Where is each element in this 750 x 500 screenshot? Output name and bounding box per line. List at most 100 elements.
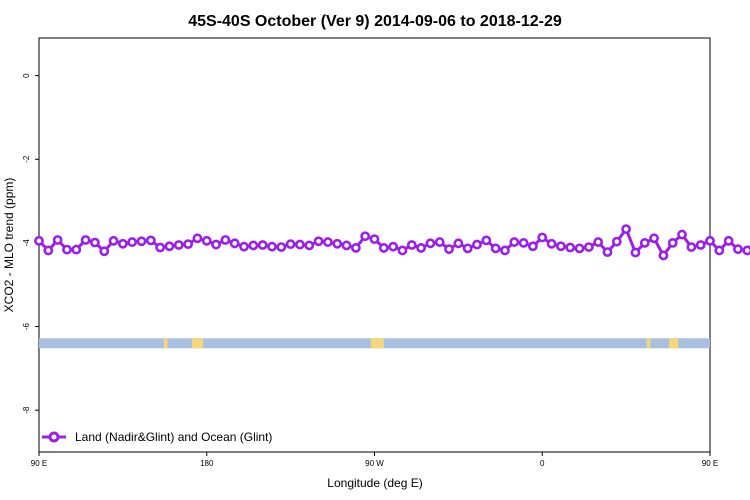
- data-point: [416, 243, 426, 253]
- data-point: [742, 245, 750, 256]
- legend: Land (Nadir&Glint) and Ocean (Glint): [42, 430, 272, 444]
- data-point: [602, 247, 613, 258]
- land-segment: [370, 338, 384, 349]
- data-point: [71, 244, 82, 255]
- data-point: [453, 238, 464, 249]
- data-point: [462, 243, 473, 254]
- data-point: [99, 246, 110, 257]
- data-point: [490, 243, 501, 254]
- data-point: [481, 235, 492, 246]
- data-point: [192, 233, 203, 244]
- x-axis-ticks: 90 E 180 90 W 0 90 E: [31, 452, 718, 468]
- data-point: [229, 238, 240, 249]
- series-layer: [34, 224, 750, 261]
- data-point: [378, 243, 389, 253]
- data-point: [472, 239, 482, 250]
- x-tick-label: 90 E: [31, 459, 47, 468]
- x-tick-label: 0: [540, 459, 545, 468]
- data-point: [658, 250, 669, 261]
- legend-series-label: Land (Nadir&Glint) and Ocean (Glint): [75, 430, 272, 444]
- data-point: [723, 235, 734, 246]
- data-point: [267, 241, 277, 252]
- y-tick-label: -6: [22, 322, 31, 330]
- data-point: [406, 240, 417, 250]
- data-point: [173, 240, 184, 250]
- data-point: [444, 244, 454, 255]
- data-point: [425, 238, 436, 249]
- data-point: [52, 235, 63, 245]
- x-tick-label: 90 W: [365, 459, 384, 468]
- data-point: [639, 238, 650, 248]
- data-point: [360, 231, 371, 242]
- y-tick-label: -2: [22, 155, 31, 163]
- data-point: [117, 238, 128, 249]
- data-point: [677, 229, 687, 240]
- data-point: [304, 240, 315, 251]
- data-point: [34, 235, 44, 246]
- y-axis-label: XCO2 - MLO trend (ppm): [2, 178, 16, 313]
- data-point: [714, 245, 725, 256]
- data-point: [183, 239, 194, 250]
- data-point: [90, 237, 100, 248]
- legend-marker-swatch: [48, 431, 60, 443]
- data-point: [136, 236, 147, 247]
- data-point: [667, 238, 678, 248]
- data-point: [211, 239, 221, 250]
- data-point: [649, 233, 659, 244]
- data-point: [369, 234, 380, 245]
- data-point: [388, 241, 399, 252]
- land-segment: [191, 338, 204, 349]
- x-tick-label: 90 E: [702, 459, 718, 468]
- data-point: [705, 235, 715, 246]
- chart-title: 45S-40S October (Ver 9) 2014-09-06 to 20…: [188, 13, 562, 30]
- data-point: [239, 241, 249, 252]
- data-point: [62, 244, 72, 255]
- data-point: [528, 241, 538, 252]
- data-point: [145, 235, 156, 246]
- data-point: [295, 239, 305, 250]
- data-point: [313, 236, 324, 247]
- land-segment: [646, 338, 651, 349]
- land-segment: [668, 338, 679, 349]
- data-point: [574, 243, 585, 254]
- data-point: [397, 245, 408, 256]
- data-point: [285, 239, 296, 250]
- data-point: [322, 237, 333, 247]
- data-point: [108, 235, 119, 246]
- data-point: [248, 240, 259, 251]
- data-point: [164, 241, 175, 252]
- data-point: [733, 244, 743, 255]
- land-ocean-mask: [39, 338, 710, 349]
- data-point: [500, 245, 510, 256]
- data-point: [686, 242, 697, 252]
- data-point: [220, 235, 231, 245]
- data-point: [257, 240, 268, 250]
- y-tick-label: -4: [22, 239, 31, 247]
- y-tick-label: -8: [22, 406, 31, 414]
- x-tick-label: 180: [200, 459, 214, 468]
- data-point: [127, 237, 138, 247]
- x-axis-label: Longitude (deg E): [327, 476, 422, 490]
- data-point: [546, 238, 557, 249]
- data-point: [332, 238, 343, 249]
- data-point: [43, 245, 54, 256]
- data-point: [434, 237, 445, 247]
- data-point: [537, 232, 548, 243]
- data-point: [593, 237, 604, 247]
- data-point: [509, 237, 520, 247]
- data-point: [155, 242, 166, 253]
- land-segment: [163, 338, 168, 349]
- data-point: [341, 240, 352, 251]
- data-point: [630, 247, 641, 258]
- data-point: [695, 240, 706, 250]
- data-point: [611, 236, 622, 247]
- data-point: [621, 224, 632, 235]
- data-point: [555, 241, 566, 252]
- data-point: [583, 242, 594, 252]
- data-point: [565, 242, 576, 253]
- data-point: [350, 243, 361, 253]
- data-point: [201, 235, 212, 246]
- data-point: [518, 238, 529, 248]
- y-tick-label: 0: [22, 73, 31, 78]
